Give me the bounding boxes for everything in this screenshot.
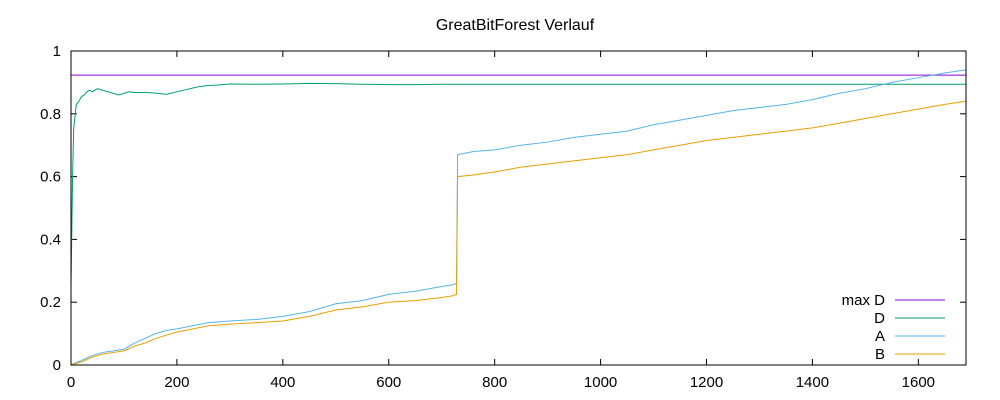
legend-label-a: A <box>875 328 885 345</box>
x-tick-label: 1600 <box>902 374 935 391</box>
y-tick-label: 0 <box>53 357 61 374</box>
x-tick-label: 800 <box>482 374 507 391</box>
plot-frame <box>70 50 967 366</box>
x-tick-label: 1200 <box>690 374 723 391</box>
legend-label-d: D <box>874 310 885 327</box>
series-line-d <box>71 82 966 287</box>
series-layer <box>71 69 966 365</box>
series-line-b <box>71 100 966 365</box>
legend-label-b: B <box>875 346 885 363</box>
x-tick-label: 1400 <box>796 374 829 391</box>
y-tick-label: 0.8 <box>40 106 61 123</box>
legend-label-max-d: max D <box>842 292 886 309</box>
y-tick-label: 0.4 <box>40 231 61 248</box>
y-tick-label: 1 <box>53 43 61 60</box>
x-tick-label: 600 <box>376 374 401 391</box>
y-tick-label: 0.6 <box>40 169 61 186</box>
x-tick-label: 400 <box>270 374 295 391</box>
x-tick-label: 0 <box>67 374 75 391</box>
x-tick-label: 200 <box>164 374 189 391</box>
y-tick-label: 0.2 <box>40 294 61 311</box>
x-tick-label: 1000 <box>584 374 617 391</box>
chart-title: GreatBitForest Verlauf <box>436 17 595 34</box>
axes-layer: 0 200 400 600 800 1000 1200 1400 1600 0 0.2 0.4 0.6 0… <box>40 43 966 391</box>
series-line-a <box>71 69 966 365</box>
